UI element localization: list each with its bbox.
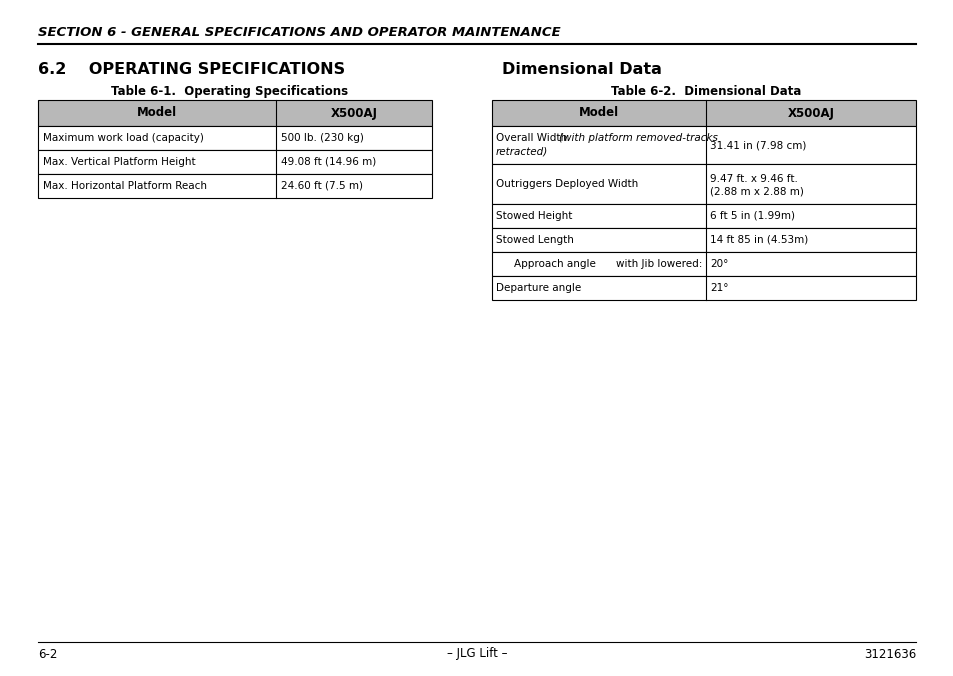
Text: Maximum work load (capacity): Maximum work load (capacity) <box>43 133 204 143</box>
Text: – JLG Lift –: – JLG Lift – <box>446 648 507 660</box>
Bar <box>492 276 915 300</box>
Bar <box>492 100 915 126</box>
Text: X500AJ: X500AJ <box>330 107 377 120</box>
Text: 20°: 20° <box>709 259 727 269</box>
Text: 6-2: 6-2 <box>38 648 57 660</box>
Text: Stowed Height: Stowed Height <box>496 211 572 221</box>
Text: Max. Horizontal Platform Reach: Max. Horizontal Platform Reach <box>43 181 207 191</box>
Text: Model: Model <box>137 107 177 120</box>
Text: Max. Vertical Platform Height: Max. Vertical Platform Height <box>43 157 195 167</box>
Bar <box>38 126 432 150</box>
Text: Model: Model <box>578 107 618 120</box>
Text: (with platform removed-tracks: (with platform removed-tracks <box>558 133 717 143</box>
Text: Overall Width: Overall Width <box>496 133 570 143</box>
Text: Outriggers Deployed Width: Outriggers Deployed Width <box>496 179 638 189</box>
Text: X500AJ: X500AJ <box>786 107 834 120</box>
Text: 14 ft 85 in (4.53m): 14 ft 85 in (4.53m) <box>709 235 807 245</box>
Bar <box>492 164 915 204</box>
Text: Stowed Length: Stowed Length <box>496 235 574 245</box>
Text: (2.88 m x 2.88 m): (2.88 m x 2.88 m) <box>709 187 803 197</box>
Text: 6 ft 5 in (1.99m): 6 ft 5 in (1.99m) <box>709 211 794 221</box>
Bar <box>492 252 915 276</box>
Text: with Jib lowered:: with Jib lowered: <box>615 259 701 269</box>
Bar <box>492 204 915 228</box>
Text: 6.2    OPERATING SPECIFICATIONS: 6.2 OPERATING SPECIFICATIONS <box>38 62 345 77</box>
Text: 3121636: 3121636 <box>862 648 915 660</box>
Text: 31.41 in (7.98 cm): 31.41 in (7.98 cm) <box>709 140 805 150</box>
Text: retracted): retracted) <box>496 146 548 156</box>
Text: Dimensional Data: Dimensional Data <box>501 62 661 77</box>
Text: Departure angle: Departure angle <box>496 283 580 293</box>
Text: Table 6-1.  Operating Specifications: Table 6-1. Operating Specifications <box>112 85 348 98</box>
Text: 9.47 ft. x 9.46 ft.: 9.47 ft. x 9.46 ft. <box>709 174 797 184</box>
Text: Approach angle: Approach angle <box>514 259 596 269</box>
Text: 21°: 21° <box>709 283 728 293</box>
Bar <box>492 228 915 252</box>
Bar <box>492 126 915 164</box>
Bar <box>38 174 432 198</box>
Text: Table 6-2.  Dimensional Data: Table 6-2. Dimensional Data <box>610 85 801 98</box>
Bar <box>38 100 432 126</box>
Text: 49.08 ft (14.96 m): 49.08 ft (14.96 m) <box>281 157 375 167</box>
Text: SECTION 6 - GENERAL SPECIFICATIONS AND OPERATOR MAINTENANCE: SECTION 6 - GENERAL SPECIFICATIONS AND O… <box>38 26 560 39</box>
Text: 24.60 ft (7.5 m): 24.60 ft (7.5 m) <box>281 181 363 191</box>
Text: 500 lb. (230 kg): 500 lb. (230 kg) <box>281 133 363 143</box>
Bar <box>38 150 432 174</box>
